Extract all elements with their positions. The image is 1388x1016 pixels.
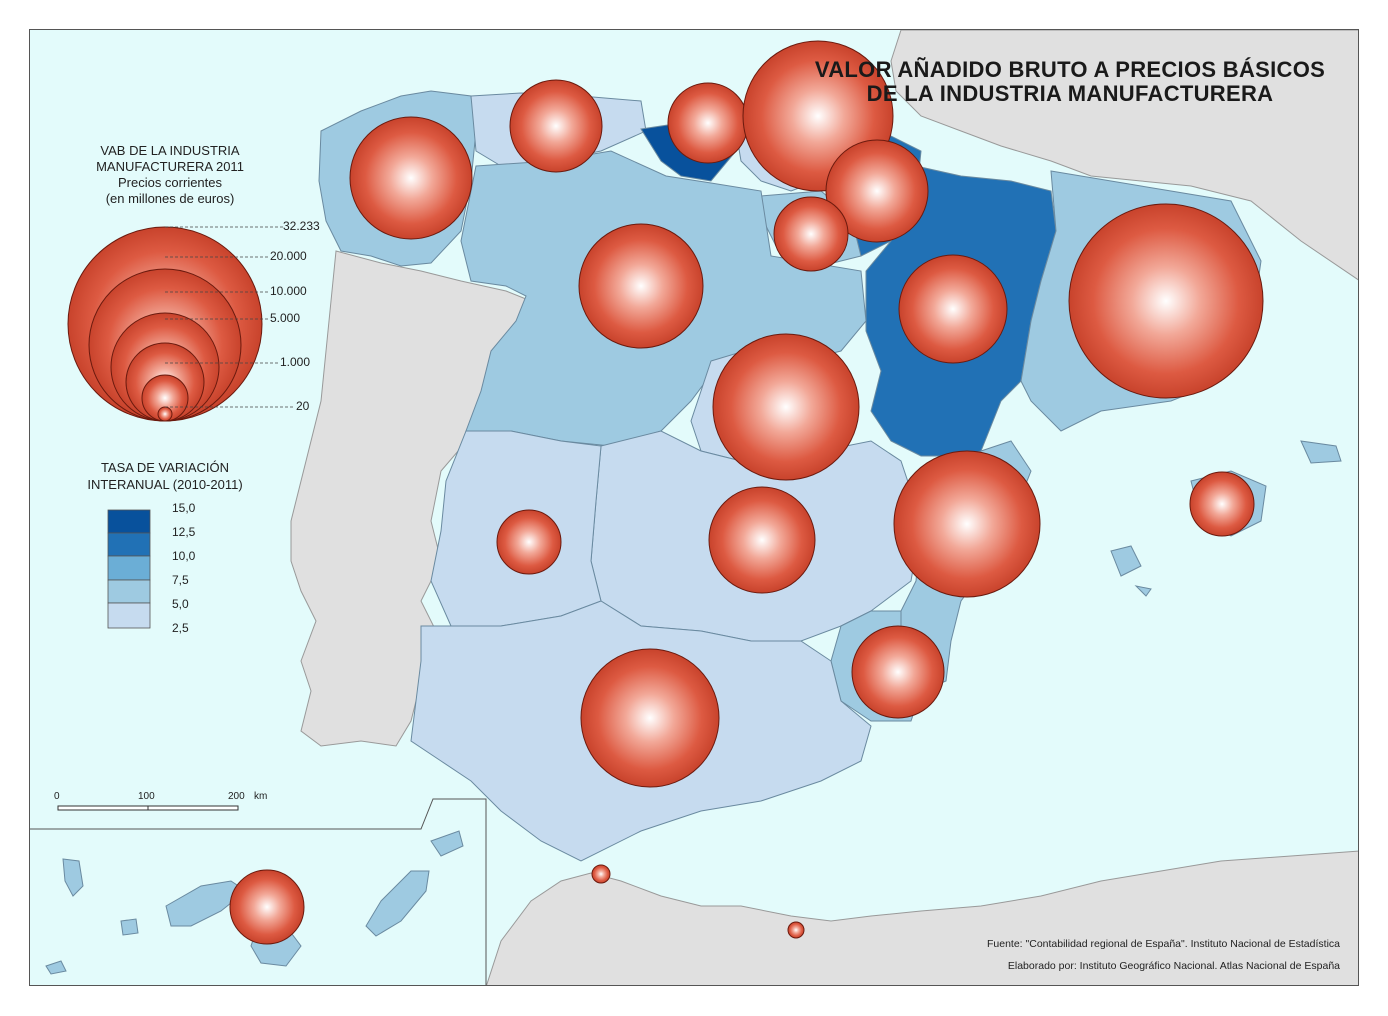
rate-legend-heading1: TASA DE VARIACIÓN bbox=[100, 460, 230, 475]
swatch-2-5 bbox=[107, 602, 151, 629]
bubble-valencia bbox=[893, 450, 1041, 598]
rate-legend-break: 2,5 bbox=[172, 621, 189, 635]
swatch-12-15 bbox=[107, 509, 151, 534]
bubble-cataluna bbox=[1068, 203, 1264, 399]
scale-bar bbox=[57, 805, 239, 811]
map-frame bbox=[29, 29, 1359, 986]
size-legend-heading1: VAB DE LA INDUSTRIA bbox=[100, 143, 240, 158]
legend-circle-20 bbox=[157, 406, 173, 422]
rate-legend-swatches bbox=[107, 509, 151, 629]
bubbles bbox=[229, 40, 1264, 945]
source-line1: Fuente: "Contabilidad regional de España… bbox=[986, 938, 1340, 950]
france-land bbox=[890, 30, 1358, 281]
rate-legend-break: 7,5 bbox=[172, 573, 189, 587]
bubble-castilla-la-mancha bbox=[708, 486, 816, 594]
canary-inset-border bbox=[30, 798, 487, 985]
region-baleares-ibiza bbox=[1110, 545, 1142, 577]
island-lanzarote bbox=[430, 830, 464, 857]
rate-legend-heading: TASA DE VARIACIÓN INTERANUAL (2010-2011) bbox=[60, 459, 270, 493]
scale-label: 0 bbox=[54, 791, 60, 802]
bubble-melilla bbox=[787, 921, 805, 939]
region-baleares-formentera bbox=[1134, 585, 1152, 597]
size-legend-label: 10.000 bbox=[270, 284, 307, 298]
bubble-aragon bbox=[898, 254, 1008, 364]
bubble-la-rioja bbox=[773, 196, 849, 272]
size-legend-label: 32.233 bbox=[283, 219, 320, 233]
island-la-gomera bbox=[120, 918, 139, 936]
map-title: VALOR AÑADIDO BRUTO A PRECIOS BÁSICOS DE… bbox=[800, 58, 1340, 106]
size-legend-sub1: Precios corrientes bbox=[117, 175, 223, 190]
map-title-line1: VALOR AÑADIDO BRUTO A PRECIOS BÁSICOS bbox=[814, 57, 1326, 82]
bubble-extremadura bbox=[496, 509, 562, 575]
bubble-madrid bbox=[712, 333, 860, 481]
scale-unit: km bbox=[254, 791, 268, 802]
scale-label: 200 bbox=[228, 791, 245, 802]
size-legend-heading2: MANUFACTURERA 2011 bbox=[96, 159, 244, 174]
rate-legend-break: 5,0 bbox=[172, 597, 189, 611]
swatch-5-7 bbox=[107, 579, 151, 604]
size-legend-circles bbox=[67, 226, 263, 422]
island-el-hierro bbox=[45, 960, 67, 975]
rate-legend-heading2: INTERANUAL (2010-2011) bbox=[87, 477, 243, 492]
rate-legend-break: 15,0 bbox=[172, 501, 196, 515]
size-legend-label: 20.000 bbox=[270, 249, 307, 263]
size-legend-heading: VAB DE LA INDUSTRIA MANUFACTURERA 2011 P… bbox=[70, 143, 270, 207]
swatch-10-12 bbox=[107, 532, 151, 557]
bubble-navarra bbox=[825, 139, 929, 243]
map-title-line2: DE LA INDUSTRIA MANUFACTURERA bbox=[866, 81, 1274, 106]
bubble-baleares bbox=[1189, 471, 1255, 537]
size-legend-label: 20 bbox=[296, 399, 310, 413]
scale-label: 100 bbox=[138, 791, 155, 802]
bubble-galicia bbox=[349, 116, 473, 240]
bubble-asturias bbox=[509, 79, 603, 173]
bubble-cantabria bbox=[667, 82, 749, 164]
bubble-castilla-leon bbox=[578, 223, 704, 349]
africa-land bbox=[486, 850, 1358, 985]
size-legend-label: 1.000 bbox=[280, 355, 311, 369]
bubble-murcia bbox=[851, 625, 945, 719]
bubble-canarias bbox=[229, 869, 305, 945]
bubble-ceuta bbox=[591, 864, 611, 884]
island-fuerteventura bbox=[365, 870, 430, 937]
bubble-andalucia bbox=[580, 648, 720, 788]
region-baleares-menorca bbox=[1300, 440, 1342, 464]
size-legend-sub2: (en millones de euros) bbox=[105, 191, 235, 206]
swatch-7-10 bbox=[107, 555, 151, 581]
size-legend-label: 5.000 bbox=[270, 311, 301, 325]
source-line2: Elaborado por: Instituto Geográfico Naci… bbox=[1007, 960, 1340, 972]
size-legend-leaders bbox=[165, 226, 295, 408]
rate-legend-break: 10,0 bbox=[172, 549, 196, 563]
map-canvas bbox=[30, 30, 1358, 985]
island-la-palma bbox=[62, 858, 84, 897]
rate-legend-break: 12,5 bbox=[172, 525, 196, 539]
